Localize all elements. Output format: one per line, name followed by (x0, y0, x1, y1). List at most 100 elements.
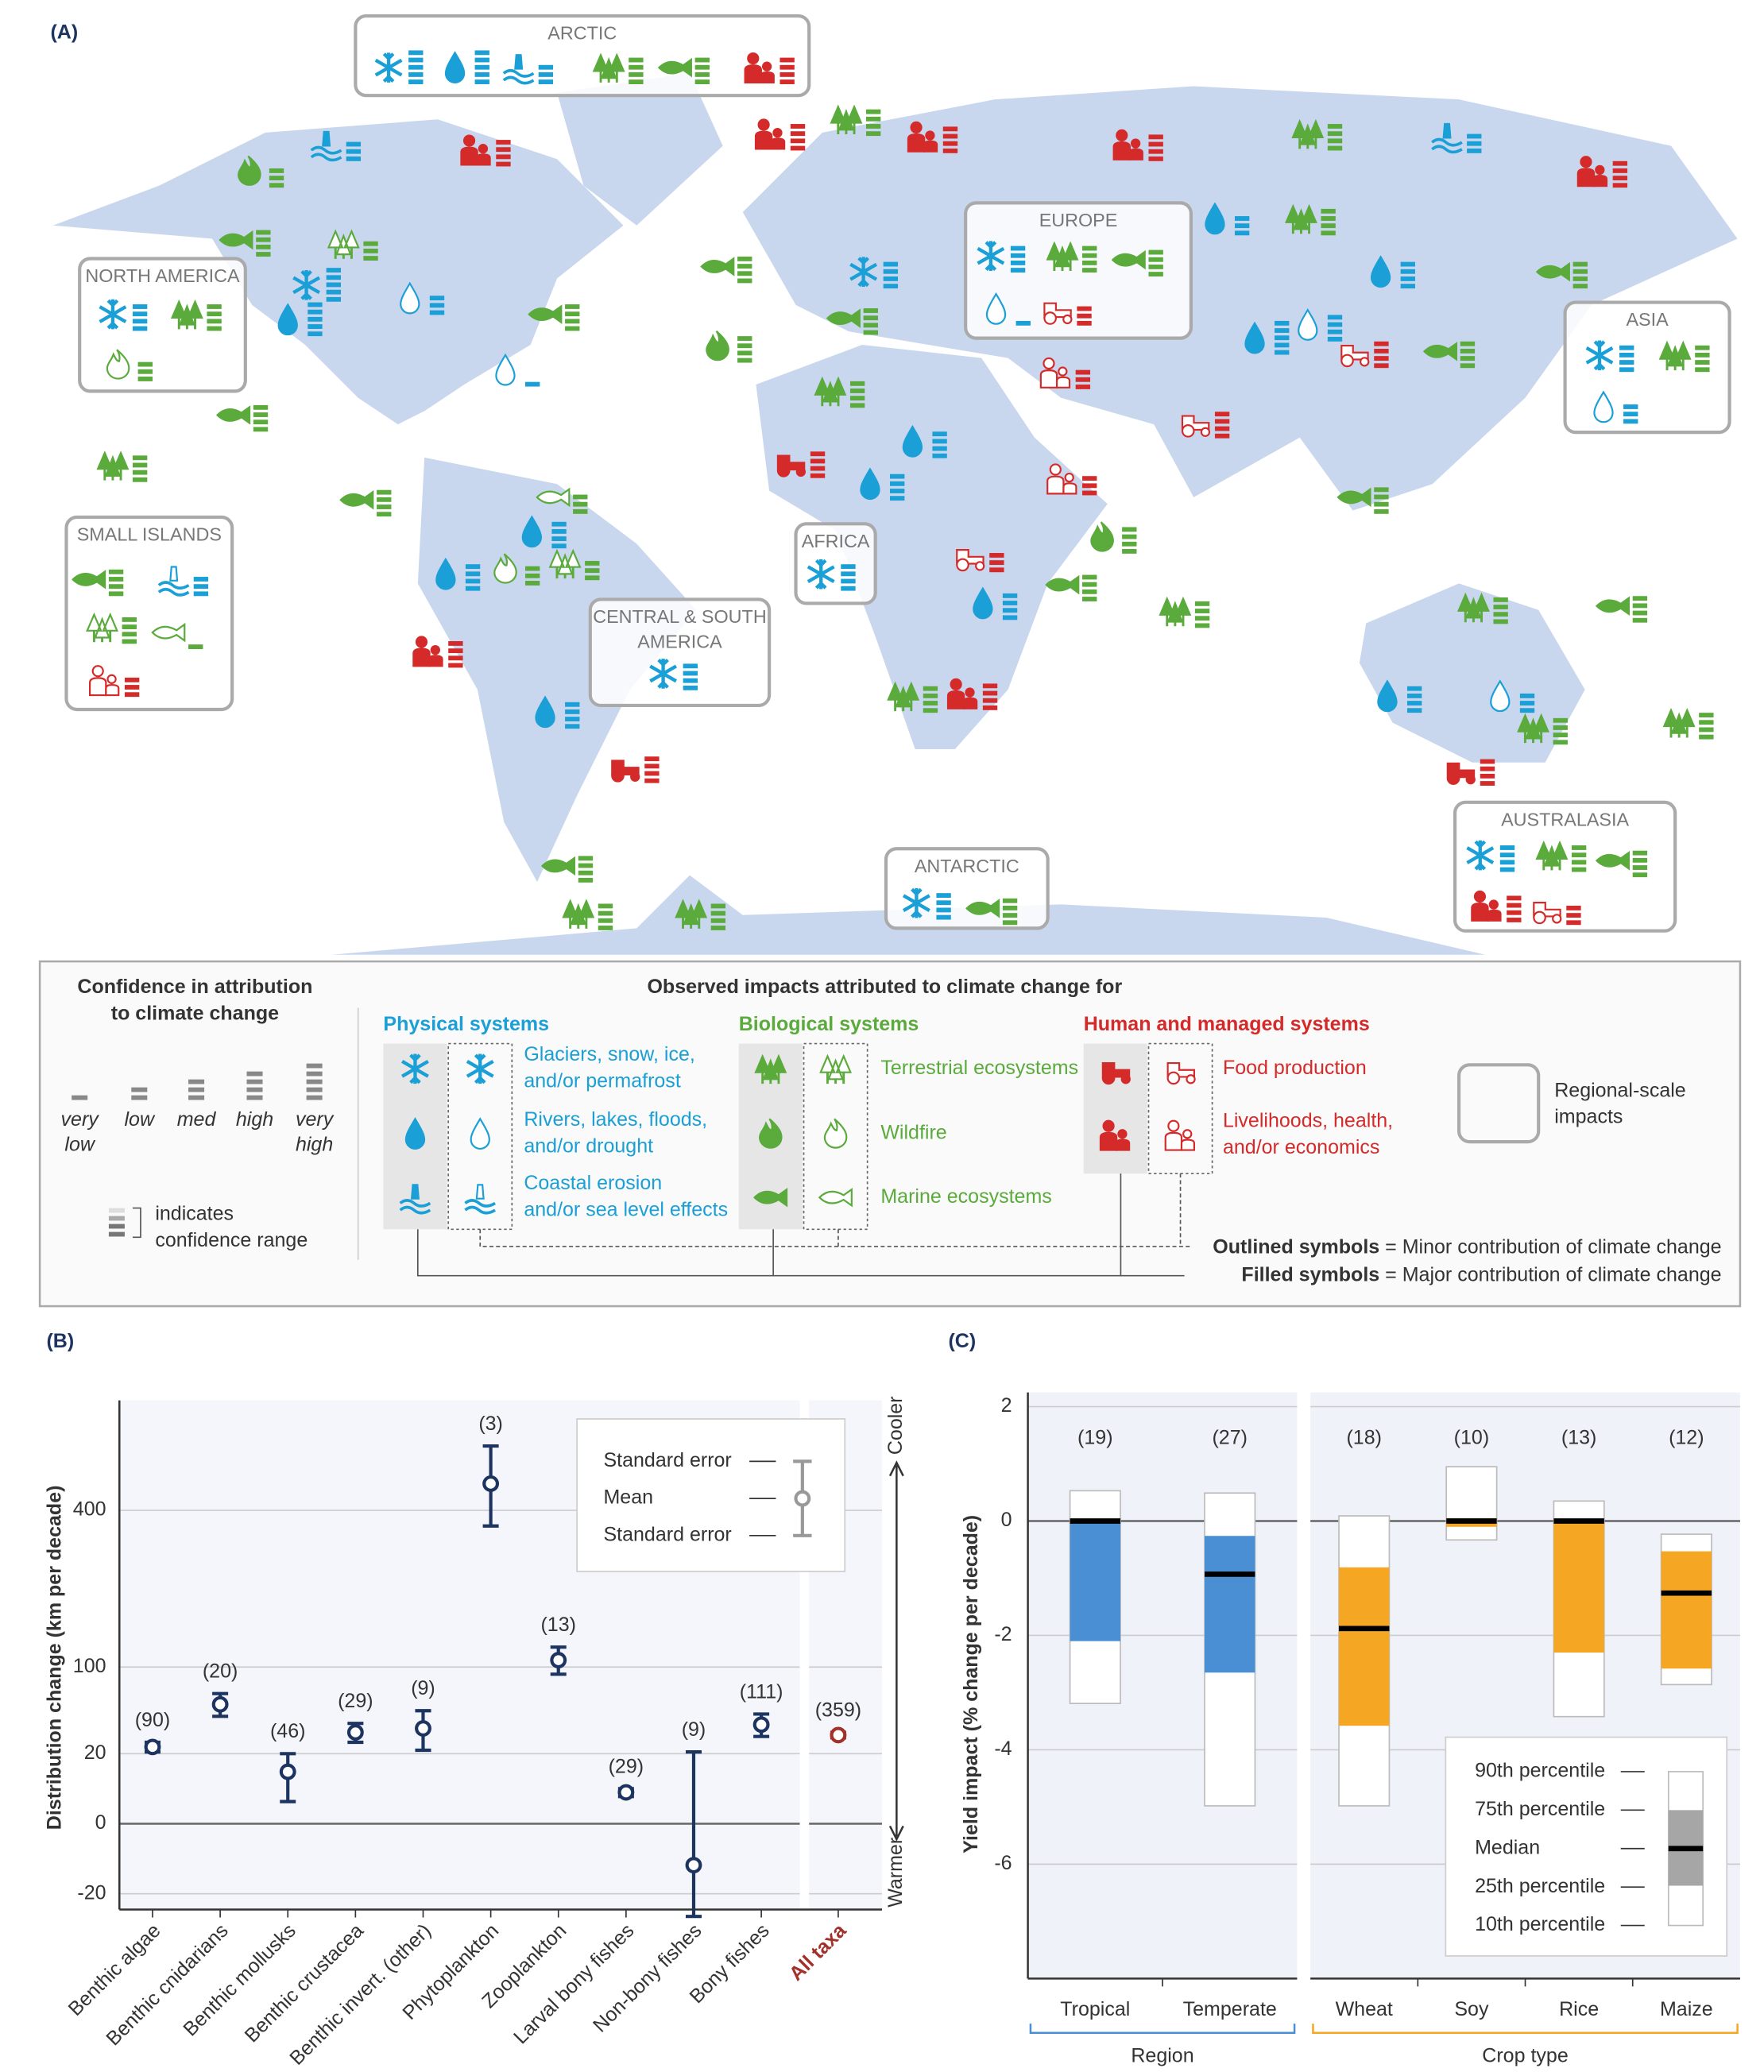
confidence-dash (737, 350, 752, 356)
impact-icon (1090, 521, 1114, 552)
region-title: ASIA (1626, 309, 1669, 330)
mean-marker (415, 1720, 431, 1737)
confidence-dash (1460, 341, 1476, 346)
confidence-dash (377, 497, 392, 502)
count-label: (18) (1346, 1427, 1381, 1449)
confidence-dash (1148, 141, 1163, 147)
confidence-dash (1699, 734, 1714, 740)
confidence-dash (1400, 261, 1415, 267)
confidence-dash (989, 553, 1004, 558)
confidence-dash (253, 404, 269, 410)
confidence-dash (269, 168, 284, 173)
confidence-dash (188, 1087, 205, 1092)
impact-icon (339, 491, 374, 509)
confidence-dash (1619, 352, 1634, 358)
confidence-dash (865, 124, 881, 129)
range-dash (108, 1216, 125, 1221)
confidence-dash (982, 690, 998, 696)
range-bracket (132, 1207, 141, 1239)
confidence-dash (1234, 223, 1250, 229)
confidence-dash (1082, 245, 1097, 251)
confidence-dash (1374, 508, 1389, 514)
confidence-dash (122, 624, 137, 629)
impact-icon (1045, 575, 1080, 594)
confidence-dash (694, 79, 710, 84)
confidence-dash (1699, 713, 1714, 717)
panel-label: (A) (50, 21, 78, 43)
confidence-dash (1400, 284, 1415, 289)
annotation: Cooler (884, 1396, 907, 1455)
direction-arrow (888, 1460, 904, 1842)
confidence-dash (1573, 284, 1588, 289)
mean-marker (144, 1738, 161, 1756)
confidence-dash (1519, 701, 1535, 705)
confidence-dash (863, 308, 878, 313)
confidence-dash (1327, 329, 1343, 334)
confidence-dash (465, 578, 481, 584)
confidence-dash (694, 57, 710, 63)
confidence-dash (1480, 781, 1495, 786)
region-title: ARCTIC (547, 23, 617, 44)
system-name: Physical systems (383, 1013, 549, 1035)
confidence-dash (108, 584, 124, 590)
land (756, 344, 1108, 750)
confidence-dash (1148, 156, 1163, 161)
confidence-level: very (296, 1108, 335, 1131)
confidence-dash (1327, 124, 1343, 129)
symbol-note-text: = Major contribution of climate change (1379, 1263, 1721, 1285)
confidence-dash (1374, 363, 1389, 369)
confidence-dash (408, 79, 424, 84)
y-axis-label: Distribution change (km per decade) (44, 1486, 66, 1830)
confidence-dash (525, 381, 540, 387)
confidence-dash (790, 131, 806, 137)
confidence-dash (1077, 320, 1092, 326)
confidence-dash (1374, 487, 1389, 493)
confidence-dash (629, 79, 644, 84)
confidence-dash (1632, 872, 1648, 878)
confidence-dash (737, 343, 752, 349)
confidence-dash (538, 64, 554, 70)
confidence-dash (269, 176, 284, 181)
confidence-dash (942, 133, 958, 139)
confidence-dash (585, 568, 600, 574)
confidence-dash (1480, 759, 1495, 764)
confidence-dash (256, 244, 271, 249)
confidence-dash (246, 1071, 263, 1077)
confidence-dash (1400, 269, 1415, 274)
confidence-dash (573, 494, 588, 500)
confidence-dash (326, 282, 341, 288)
confidence-dash (429, 303, 445, 308)
confidence-dash (1082, 490, 1097, 496)
confidence-dash (377, 504, 392, 509)
count-label: (9) (682, 1718, 706, 1741)
confidence-dash (474, 64, 489, 70)
confidence-dash (1695, 367, 1710, 373)
confidence-dash (108, 569, 124, 574)
confidence-dash (1082, 268, 1097, 273)
count-label: (90) (135, 1709, 170, 1731)
y-tick-label: -20 (77, 1881, 106, 1904)
confidence-dash (565, 319, 580, 324)
confidence-dash (1214, 433, 1230, 439)
confidence-dash (207, 311, 222, 317)
confidence-dash (193, 591, 209, 597)
confidence-level: low (125, 1108, 156, 1131)
confidence-dash (942, 148, 958, 153)
confidence-dash (1374, 501, 1389, 507)
confidence-dash (865, 131, 881, 137)
confidence-dash (1553, 733, 1568, 738)
regional-symbol (1456, 1063, 1541, 1144)
confidence-dash (1400, 276, 1415, 281)
group-bracket (1029, 2024, 1296, 2035)
confidence-dash (1082, 597, 1097, 601)
confidence-dash (1082, 253, 1097, 258)
confidence-dash (193, 584, 209, 590)
system-item: Glaciers, snow, ice, (524, 1043, 695, 1065)
symbol-note-bold: Outlined symbols (1213, 1235, 1379, 1258)
impact-icon (562, 899, 595, 930)
confidence-dash (429, 296, 445, 301)
separator (1297, 1392, 1311, 1979)
legend-label: Standard error (603, 1523, 731, 1545)
confidence-dash (598, 926, 613, 930)
x-tick-label: Rice (1559, 1998, 1599, 2020)
